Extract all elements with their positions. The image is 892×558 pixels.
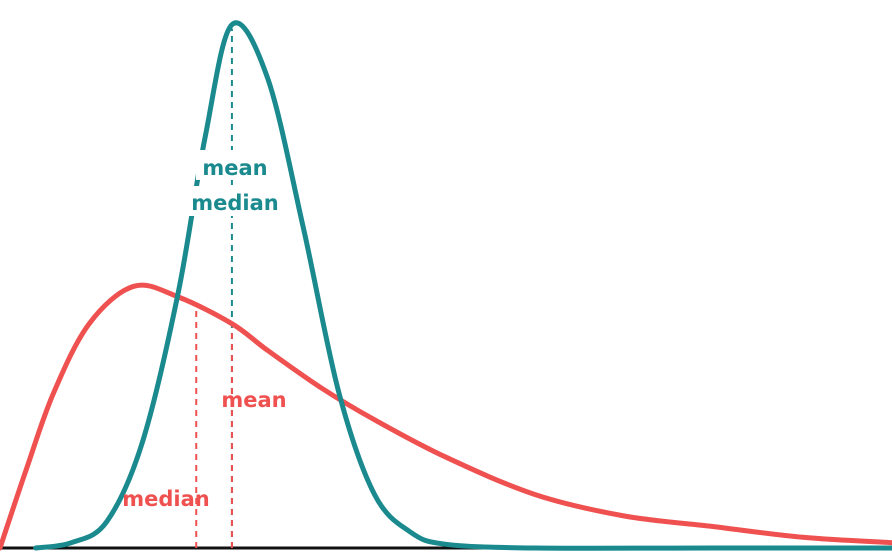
red-mean-label: mean — [221, 388, 286, 412]
symmetric-distribution-curve — [33, 20, 892, 551]
label-backdrop-mean — [196, 150, 274, 180]
teal-median-label: median — [191, 191, 278, 215]
red-median-label: median — [122, 487, 209, 511]
teal-mean-label: mean — [202, 156, 267, 180]
skewed-distribution-curve — [0, 282, 892, 551]
label-backdrop-median — [186, 186, 284, 216]
